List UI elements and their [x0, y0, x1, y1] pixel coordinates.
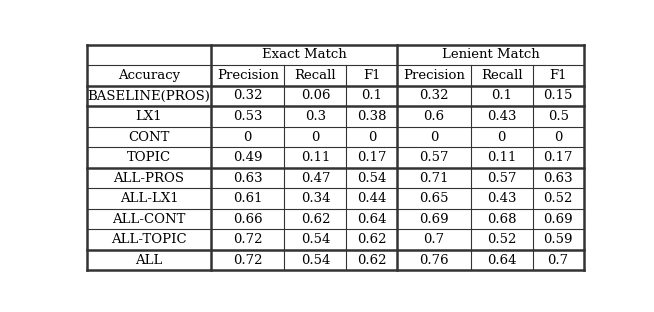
Text: 0.17: 0.17 — [357, 151, 387, 164]
Text: 0.54: 0.54 — [301, 254, 330, 267]
Text: 0.3: 0.3 — [305, 110, 326, 123]
Text: 0.1: 0.1 — [491, 90, 512, 102]
Text: TOPIC: TOPIC — [127, 151, 171, 164]
Text: 0.62: 0.62 — [301, 213, 330, 226]
Text: 0.72: 0.72 — [233, 233, 262, 246]
Text: 0.62: 0.62 — [357, 233, 387, 246]
Text: Recall: Recall — [294, 69, 336, 82]
Text: 0.43: 0.43 — [487, 192, 517, 205]
Text: 0.69: 0.69 — [419, 213, 449, 226]
Text: 0.54: 0.54 — [357, 172, 387, 185]
Text: 0.71: 0.71 — [419, 172, 449, 185]
Text: 0: 0 — [554, 130, 562, 144]
Text: 0.38: 0.38 — [357, 110, 387, 123]
Text: 0.17: 0.17 — [543, 151, 573, 164]
Text: 0.6: 0.6 — [423, 110, 445, 123]
Text: 0.7: 0.7 — [423, 233, 445, 246]
Text: 0.63: 0.63 — [543, 172, 573, 185]
Text: 0.64: 0.64 — [357, 213, 387, 226]
Text: 0.53: 0.53 — [233, 110, 262, 123]
Text: Lenient Match: Lenient Match — [441, 48, 540, 61]
Text: 0.11: 0.11 — [487, 151, 517, 164]
Text: ALL-PROS: ALL-PROS — [113, 172, 184, 185]
Text: 0: 0 — [311, 130, 320, 144]
Text: 0.63: 0.63 — [233, 172, 262, 185]
Text: 0: 0 — [243, 130, 252, 144]
Text: 0.76: 0.76 — [419, 254, 449, 267]
Text: F1: F1 — [549, 69, 567, 82]
Text: 0.57: 0.57 — [487, 172, 517, 185]
Text: BASELINE(PROS): BASELINE(PROS) — [88, 90, 211, 102]
Text: 0.57: 0.57 — [419, 151, 449, 164]
Text: 0.66: 0.66 — [233, 213, 262, 226]
Text: 0.43: 0.43 — [487, 110, 517, 123]
Text: CONT: CONT — [128, 130, 169, 144]
Text: 0.15: 0.15 — [543, 90, 573, 102]
Text: 0: 0 — [430, 130, 438, 144]
Text: 0.44: 0.44 — [357, 192, 387, 205]
Text: Precision: Precision — [403, 69, 465, 82]
Text: 0.52: 0.52 — [543, 192, 573, 205]
Text: 0.7: 0.7 — [547, 254, 569, 267]
Text: Accuracy: Accuracy — [118, 69, 180, 82]
Text: 0.64: 0.64 — [487, 254, 517, 267]
Text: 0.68: 0.68 — [487, 213, 517, 226]
Text: 0.32: 0.32 — [419, 90, 449, 102]
Text: 0.11: 0.11 — [301, 151, 330, 164]
Text: 0.69: 0.69 — [543, 213, 573, 226]
Text: ALL-CONT: ALL-CONT — [112, 213, 186, 226]
Text: ALL-TOPIC: ALL-TOPIC — [111, 233, 187, 246]
Text: Precision: Precision — [216, 69, 279, 82]
Text: 0.72: 0.72 — [233, 254, 262, 267]
Text: 0.52: 0.52 — [487, 233, 517, 246]
Text: 0.49: 0.49 — [233, 151, 262, 164]
Text: 0.62: 0.62 — [357, 254, 387, 267]
Text: 0: 0 — [368, 130, 376, 144]
Text: 0.34: 0.34 — [301, 192, 330, 205]
Text: 0.5: 0.5 — [547, 110, 568, 123]
Text: 0.54: 0.54 — [301, 233, 330, 246]
Text: LX1: LX1 — [135, 110, 162, 123]
Text: 0.65: 0.65 — [419, 192, 449, 205]
Text: F1: F1 — [363, 69, 381, 82]
Text: 0: 0 — [498, 130, 506, 144]
Text: 0.1: 0.1 — [362, 90, 383, 102]
Text: 0.59: 0.59 — [543, 233, 573, 246]
Text: Exact Match: Exact Match — [262, 48, 347, 61]
Text: 0.06: 0.06 — [301, 90, 330, 102]
Text: 0.47: 0.47 — [301, 172, 330, 185]
Text: ALL: ALL — [135, 254, 163, 267]
Text: ALL-LX1: ALL-LX1 — [120, 192, 179, 205]
Text: Recall: Recall — [481, 69, 523, 82]
Text: 0.61: 0.61 — [233, 192, 262, 205]
Text: 0.32: 0.32 — [233, 90, 262, 102]
